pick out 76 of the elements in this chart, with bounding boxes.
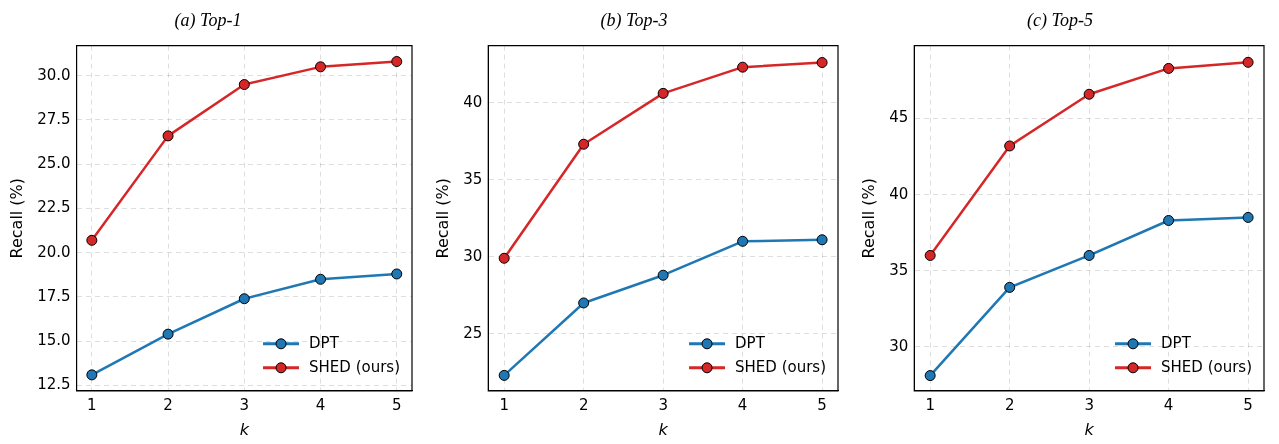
x-tick-label: 3 xyxy=(1084,395,1094,414)
point xyxy=(1083,249,1095,261)
x-axis-title: k xyxy=(239,419,250,439)
x-tick-label: 2 xyxy=(163,395,173,414)
y-axis-title: Recall (%) xyxy=(6,177,26,259)
point xyxy=(924,370,936,382)
point xyxy=(1242,211,1254,223)
y-tick-label: 30 xyxy=(463,246,483,265)
x-tick-label: 5 xyxy=(817,395,827,414)
y-tick-label: 12.5 xyxy=(37,375,71,394)
x-tick-label: 2 xyxy=(1004,395,1015,414)
x-tick-label: 4 xyxy=(737,395,748,414)
point xyxy=(657,269,669,281)
y-tick-label: 17.5 xyxy=(37,286,71,305)
y-tick-label: 20.0 xyxy=(37,242,71,261)
x-tick-label: 2 xyxy=(578,395,589,414)
point xyxy=(86,369,98,381)
x-tick-label: 4 xyxy=(315,395,326,414)
y-tick-label: 27.5 xyxy=(37,109,71,128)
y-tick-label: 45 xyxy=(889,108,909,127)
y-tick-label: 35 xyxy=(463,169,483,188)
point xyxy=(1004,140,1016,152)
y-tick-label: 25.0 xyxy=(37,154,71,173)
point xyxy=(1083,88,1095,100)
chart-title: (a) Top-1 xyxy=(174,9,242,31)
y-tick-label: 22.5 xyxy=(37,198,71,217)
x-tick-label: 5 xyxy=(1243,395,1253,414)
x-tick-label: 3 xyxy=(658,395,668,414)
point xyxy=(391,56,403,68)
point xyxy=(238,79,250,91)
y-tick-label: 35 xyxy=(889,260,909,279)
x-axis-title: k xyxy=(1084,419,1095,439)
point xyxy=(737,61,749,73)
y-axis-title: Recall (%) xyxy=(432,177,452,259)
chart-title: (b) Top-3 xyxy=(600,9,668,31)
point xyxy=(162,130,174,142)
x-tick-label: 5 xyxy=(391,395,402,414)
point xyxy=(315,61,327,73)
point xyxy=(391,268,403,280)
point xyxy=(578,138,590,150)
point xyxy=(1163,62,1175,74)
y-tick-label: 40 xyxy=(889,184,909,203)
chart-title: (c) Top-5 xyxy=(1027,9,1093,31)
y-tick-label: 30.0 xyxy=(37,65,71,84)
y-tick-label: 40 xyxy=(463,92,483,111)
x-tick-label: 4 xyxy=(1163,395,1174,414)
point xyxy=(924,249,936,261)
point xyxy=(737,235,749,247)
point xyxy=(238,293,250,305)
point xyxy=(657,87,669,99)
y-tick-label: 30 xyxy=(889,336,909,355)
point xyxy=(1004,281,1016,293)
point xyxy=(1163,214,1175,226)
legend-label: DPT xyxy=(735,333,766,352)
point xyxy=(315,273,327,285)
legend-label: SHED (ours) xyxy=(1161,357,1252,376)
point xyxy=(578,297,590,309)
x-tick-label: 1 xyxy=(499,395,509,414)
point xyxy=(498,369,510,381)
point xyxy=(498,252,510,264)
y-tick-label: 25 xyxy=(463,323,483,342)
y-axis-title: Recall (%) xyxy=(858,177,878,259)
legend-label: SHED (ours) xyxy=(309,357,400,376)
x-axis-title: k xyxy=(658,419,669,439)
point xyxy=(816,234,828,246)
x-tick-label: 1 xyxy=(87,395,97,414)
x-tick-label: 3 xyxy=(239,395,250,414)
legend-label: DPT xyxy=(1161,333,1192,352)
y-tick-label: 15.0 xyxy=(37,331,71,350)
legend-label: DPT xyxy=(309,333,340,352)
legend-label: SHED (ours) xyxy=(735,357,826,376)
point xyxy=(1242,56,1254,68)
point xyxy=(162,328,174,340)
x-tick-label: 1 xyxy=(925,395,935,414)
point xyxy=(86,234,98,246)
point xyxy=(816,57,828,69)
